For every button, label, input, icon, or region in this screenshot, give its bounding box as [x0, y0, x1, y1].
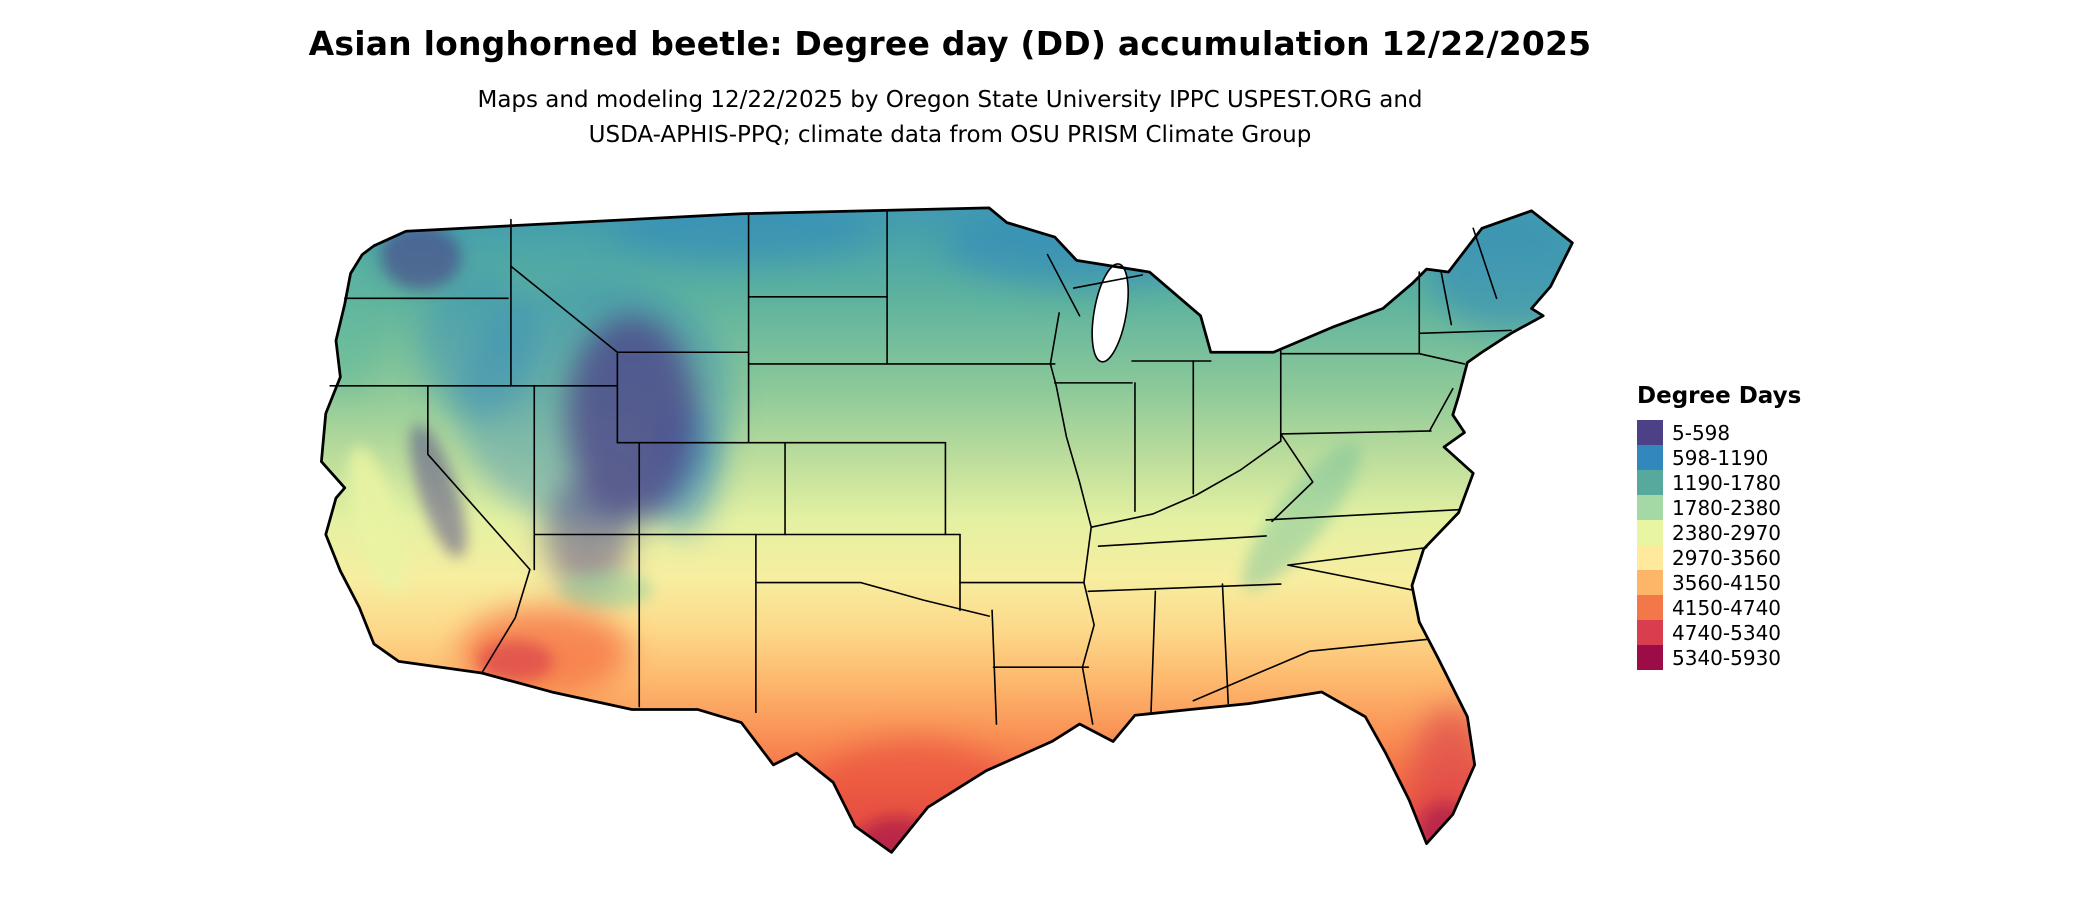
legend-label: 4740-5340: [1672, 620, 1782, 645]
legend-label: 4150-4740: [1672, 595, 1782, 620]
legend-row: 2970-3560: [1637, 545, 1801, 570]
subtitle-line-1: Maps and modeling 12/22/2025 by Oregon S…: [477, 87, 1423, 113]
legend-swatch: [1637, 445, 1663, 470]
page-subtitle: Maps and modeling 12/22/2025 by Oregon S…: [0, 83, 1900, 152]
subtitle-line-2: USDA-APHIS-PPQ; climate data from OSU PR…: [588, 121, 1312, 148]
us-outline: [320, 206, 1574, 854]
legend-swatch: [1637, 620, 1663, 645]
legend-label: 5-598: [1672, 420, 1731, 445]
legend-swatch: [1637, 595, 1663, 620]
lake-michigan: [1091, 263, 1129, 363]
legend-label: 598-1190: [1672, 445, 1769, 470]
legend-row: 5340-5930: [1637, 645, 1801, 670]
legend: Degree Days 5-598 598-1190 1190-1780 178…: [1637, 383, 1801, 670]
legend-label: 2380-2970: [1672, 520, 1782, 545]
legend-row: 1780-2380: [1637, 495, 1801, 520]
legend-label: 2970-3560: [1672, 545, 1782, 570]
legend-swatch: [1637, 570, 1663, 595]
legend-swatch: [1637, 645, 1663, 670]
legend-swatch: [1637, 470, 1663, 495]
legend-row: 2380-2970: [1637, 520, 1801, 545]
legend-row: 1190-1780: [1637, 470, 1801, 495]
legend-title: Degree Days: [1637, 383, 1802, 409]
legend-row: 4740-5340: [1637, 620, 1801, 645]
legend-label: 1190-1780: [1672, 470, 1782, 495]
header: Asian longhorned beetle: Degree day (DD)…: [0, 24, 1900, 152]
legend-colorbar: 5-598 598-1190 1190-1780 1780-2380 2380-…: [1637, 420, 1801, 670]
legend-row: 4150-4740: [1637, 595, 1801, 620]
legend-row: 598-1190: [1637, 445, 1801, 470]
legend-swatch: [1637, 545, 1663, 570]
legend-label: 3560-4150: [1672, 570, 1782, 595]
legend-swatch: [1637, 520, 1663, 545]
legend-row: 3560-4150: [1637, 570, 1801, 595]
us-map-svg: [320, 206, 1574, 854]
legend-label: 5340-5930: [1672, 645, 1782, 670]
legend-label: 1780-2380: [1672, 495, 1782, 520]
us-degree-day-map: [260, 170, 1660, 899]
page-title: Asian longhorned beetle: Degree day (DD)…: [308, 24, 1592, 63]
legend-row: 5-598: [1637, 420, 1801, 445]
state-borders: [329, 210, 1512, 725]
legend-swatch: [1637, 420, 1663, 445]
legend-swatch: [1637, 495, 1663, 520]
